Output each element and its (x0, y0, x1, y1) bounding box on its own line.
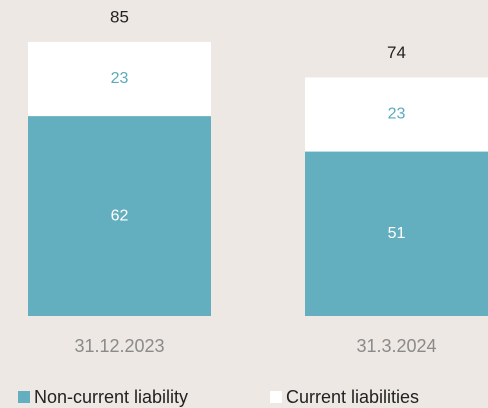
bar-segment (305, 151, 488, 316)
value-label: 23 (111, 70, 129, 87)
bar-segment (28, 116, 211, 316)
value-label: 23 (388, 106, 406, 123)
legend-label: Non-current liability (34, 387, 188, 407)
bar-segment (28, 41, 211, 117)
value-label: 51 (388, 225, 406, 242)
legend-swatch (18, 391, 30, 403)
x-tick-label: 31.3.2024 (356, 336, 436, 356)
total-label: 85 (110, 7, 129, 26)
bar-segment (305, 77, 488, 152)
value-label: 62 (111, 207, 129, 224)
total-label: 74 (387, 43, 406, 62)
legend-swatch (270, 391, 282, 403)
x-tick-label: 31.12.2023 (74, 336, 164, 356)
legend-label: Current liabilities (286, 387, 419, 407)
